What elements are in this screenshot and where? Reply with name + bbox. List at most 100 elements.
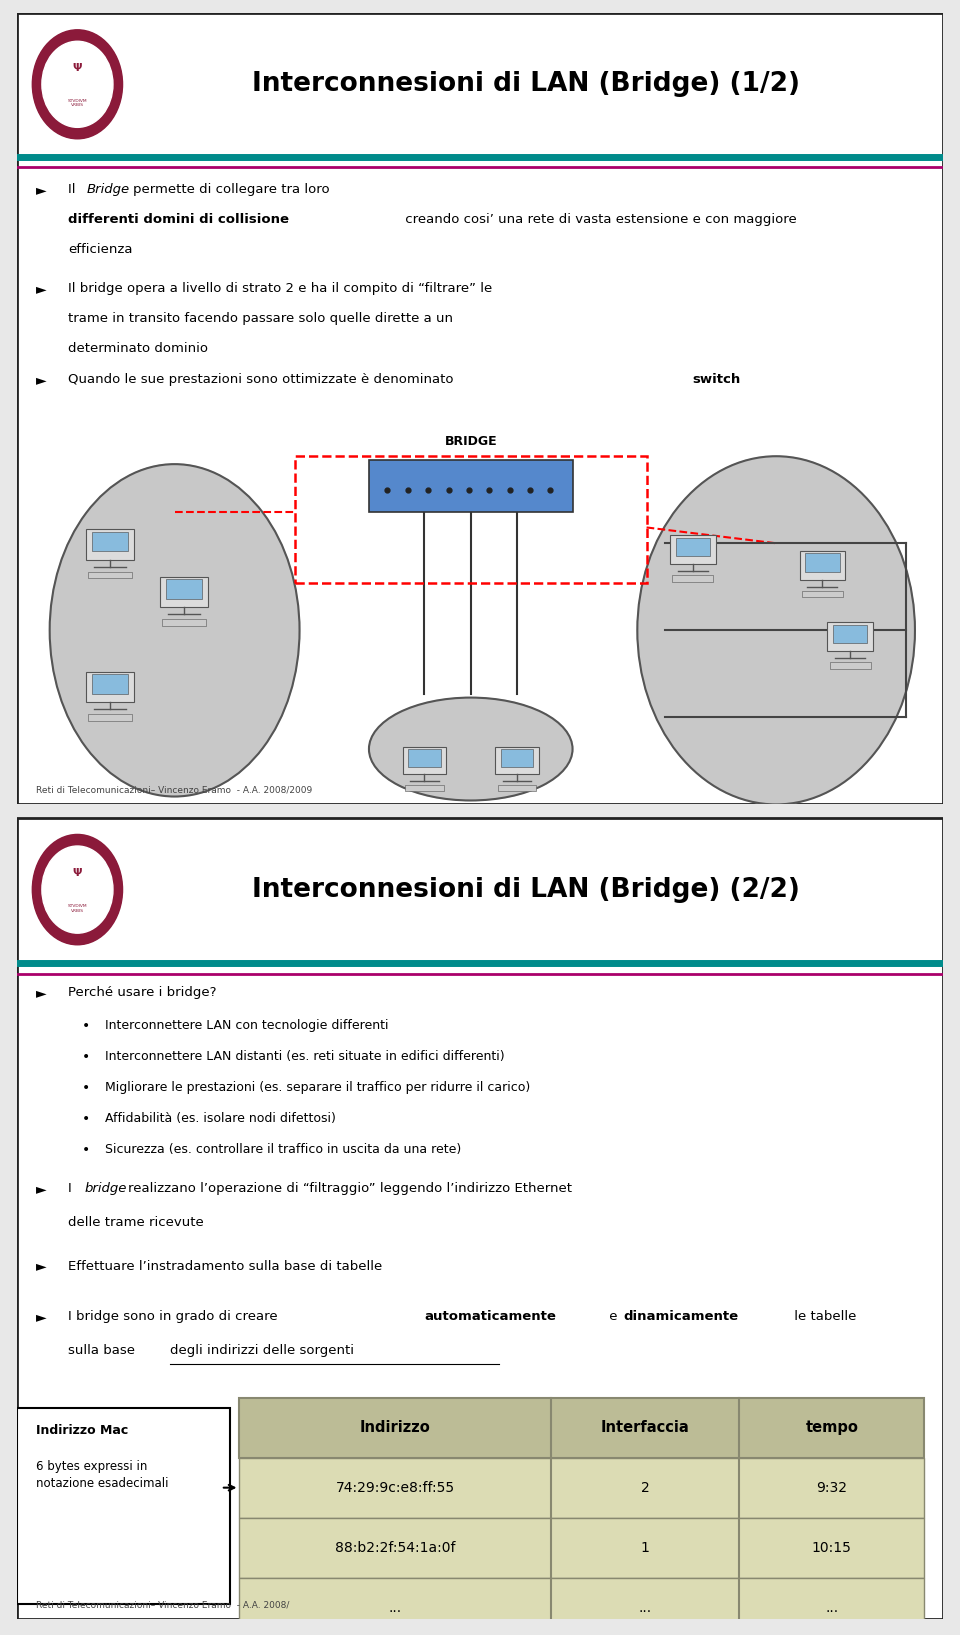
Text: •: • (82, 1143, 90, 1158)
FancyBboxPatch shape (403, 747, 446, 773)
FancyBboxPatch shape (85, 672, 134, 701)
Text: ►: ► (36, 986, 46, 999)
Text: Indirizzo Mac: Indirizzo Mac (36, 1424, 128, 1437)
Text: Il: Il (68, 183, 80, 196)
FancyBboxPatch shape (670, 535, 716, 564)
Text: ►: ► (36, 373, 46, 387)
Text: BRIDGE: BRIDGE (444, 435, 497, 448)
Text: dinamicamente: dinamicamente (623, 1310, 738, 1323)
Text: Migliorare le prestazioni (es. separare il traffico per ridurre il carico): Migliorare le prestazioni (es. separare … (106, 1081, 531, 1094)
Text: I: I (68, 1182, 76, 1195)
Text: 10:15: 10:15 (812, 1540, 852, 1555)
FancyBboxPatch shape (369, 459, 572, 512)
Ellipse shape (369, 698, 572, 801)
Text: 74:29:9c:e8:ff:55: 74:29:9c:e8:ff:55 (336, 1481, 455, 1494)
Text: ...: ... (638, 1601, 652, 1615)
FancyBboxPatch shape (239, 1578, 924, 1635)
Text: degli indirizzi delle sorgenti: degli indirizzi delle sorgenti (170, 1344, 354, 1357)
FancyBboxPatch shape (672, 576, 713, 582)
Text: STVDIVM
VRBIS: STVDIVM VRBIS (67, 98, 87, 108)
FancyBboxPatch shape (166, 579, 202, 598)
FancyBboxPatch shape (88, 714, 132, 721)
Text: switch: switch (693, 373, 741, 386)
Text: ...: ... (826, 1601, 838, 1615)
Text: Interfaccia: Interfaccia (601, 1421, 689, 1436)
Text: ►: ► (36, 1259, 46, 1274)
Text: delle trame ricevute: delle trame ricevute (68, 1216, 204, 1230)
FancyBboxPatch shape (501, 749, 533, 767)
Text: Sicurezza (es. controllare il traffico in uscita da una rete): Sicurezza (es. controllare il traffico i… (106, 1143, 462, 1156)
Text: ►: ► (36, 1310, 46, 1324)
FancyBboxPatch shape (17, 13, 943, 804)
Text: Interconnettere LAN con tecnologie differenti: Interconnettere LAN con tecnologie diffe… (106, 1019, 389, 1032)
Text: •: • (82, 1019, 90, 1033)
Ellipse shape (42, 845, 113, 934)
Text: permette di collegare tra loro: permette di collegare tra loro (132, 183, 329, 196)
FancyBboxPatch shape (239, 1517, 924, 1578)
FancyBboxPatch shape (92, 531, 128, 551)
FancyBboxPatch shape (495, 747, 539, 773)
Text: ►: ► (36, 1182, 46, 1197)
Text: automaticamente: automaticamente (424, 1310, 557, 1323)
Ellipse shape (50, 464, 300, 796)
FancyBboxPatch shape (833, 625, 867, 643)
Text: ...: ... (389, 1601, 401, 1615)
FancyBboxPatch shape (408, 749, 441, 767)
Text: 1: 1 (640, 1540, 650, 1555)
Text: realizzano l’operazione di “filtraggio” leggendo l’indirizzo Ethernet: realizzano l’operazione di “filtraggio” … (129, 1182, 572, 1195)
Text: Interconnesioni di LAN (Bridge) (2/2): Interconnesioni di LAN (Bridge) (2/2) (252, 876, 801, 903)
FancyBboxPatch shape (17, 1408, 230, 1604)
Text: •: • (82, 1112, 90, 1127)
Text: I bridge sono in grado di creare: I bridge sono in grado di creare (68, 1310, 282, 1323)
FancyBboxPatch shape (159, 577, 208, 607)
FancyBboxPatch shape (497, 785, 537, 791)
Text: e: e (605, 1310, 622, 1323)
Text: differenti domini di collisione: differenti domini di collisione (68, 213, 289, 226)
FancyBboxPatch shape (828, 623, 873, 651)
FancyBboxPatch shape (829, 662, 871, 669)
FancyBboxPatch shape (802, 592, 843, 597)
Text: Perché usare i bridge?: Perché usare i bridge? (68, 986, 217, 999)
FancyBboxPatch shape (800, 551, 846, 580)
Text: efficienza: efficienza (68, 244, 132, 257)
FancyBboxPatch shape (405, 785, 444, 791)
Ellipse shape (36, 34, 118, 134)
Text: Bridge: Bridge (86, 183, 130, 196)
FancyBboxPatch shape (676, 538, 710, 556)
Text: bridge: bridge (84, 1182, 128, 1195)
Text: ►: ► (36, 283, 46, 296)
Ellipse shape (637, 456, 915, 804)
FancyBboxPatch shape (92, 674, 128, 693)
Text: Affidabilità (es. isolare nodi difettosi): Affidabilità (es. isolare nodi difettosi… (106, 1112, 336, 1125)
Text: •: • (82, 1050, 90, 1064)
Text: Interconnettere LAN distanti (es. reti situate in edifici differenti): Interconnettere LAN distanti (es. reti s… (106, 1050, 505, 1063)
Text: 6 bytes expressi in
notazione esadecimali: 6 bytes expressi in notazione esadecimal… (36, 1460, 168, 1489)
FancyBboxPatch shape (239, 1458, 924, 1517)
Ellipse shape (33, 835, 122, 943)
Text: Interconnesioni di LAN (Bridge) (1/2): Interconnesioni di LAN (Bridge) (1/2) (252, 72, 801, 98)
Text: Il bridge opera a livello di strato 2 e ha il compito di “filtrare” le: Il bridge opera a livello di strato 2 e … (68, 283, 492, 296)
Ellipse shape (36, 839, 118, 940)
Text: tempo: tempo (805, 1421, 858, 1436)
Text: Ψ: Ψ (73, 64, 83, 74)
FancyBboxPatch shape (85, 530, 134, 559)
Text: Reti di Telecomunicazioni– Vincenzo Eramo  - A.A. 2008/: Reti di Telecomunicazioni– Vincenzo Eram… (36, 1601, 289, 1609)
Text: 9:32: 9:32 (816, 1481, 848, 1494)
Text: Ψ: Ψ (73, 868, 83, 878)
Text: Quando le sue prestazioni sono ottimizzate è denominato: Quando le sue prestazioni sono ottimizza… (68, 373, 458, 386)
Text: creando cosi’ una rete di vasta estensione e con maggiore: creando cosi’ una rete di vasta estensio… (401, 213, 797, 226)
Ellipse shape (42, 41, 113, 128)
Text: STVDIVM
VRBIS: STVDIVM VRBIS (67, 904, 87, 912)
Text: le tabelle: le tabelle (790, 1310, 856, 1323)
FancyBboxPatch shape (805, 553, 840, 572)
Text: ►: ► (36, 183, 46, 198)
Text: Reti di Telecomunicazioni– Vincenzo Eramo  - A.A. 2008/2009: Reti di Telecomunicazioni– Vincenzo Eram… (36, 786, 312, 795)
Text: determinato dominio: determinato dominio (68, 342, 208, 355)
Text: Effettuare l’instradamento sulla base di tabelle: Effettuare l’instradamento sulla base di… (68, 1259, 382, 1272)
FancyBboxPatch shape (162, 620, 205, 626)
Text: 88:b2:2f:54:1a:0f: 88:b2:2f:54:1a:0f (335, 1540, 455, 1555)
Ellipse shape (33, 31, 122, 137)
Text: Indirizzo: Indirizzo (360, 1421, 430, 1436)
FancyBboxPatch shape (88, 572, 132, 579)
Text: sulla base: sulla base (68, 1344, 139, 1357)
